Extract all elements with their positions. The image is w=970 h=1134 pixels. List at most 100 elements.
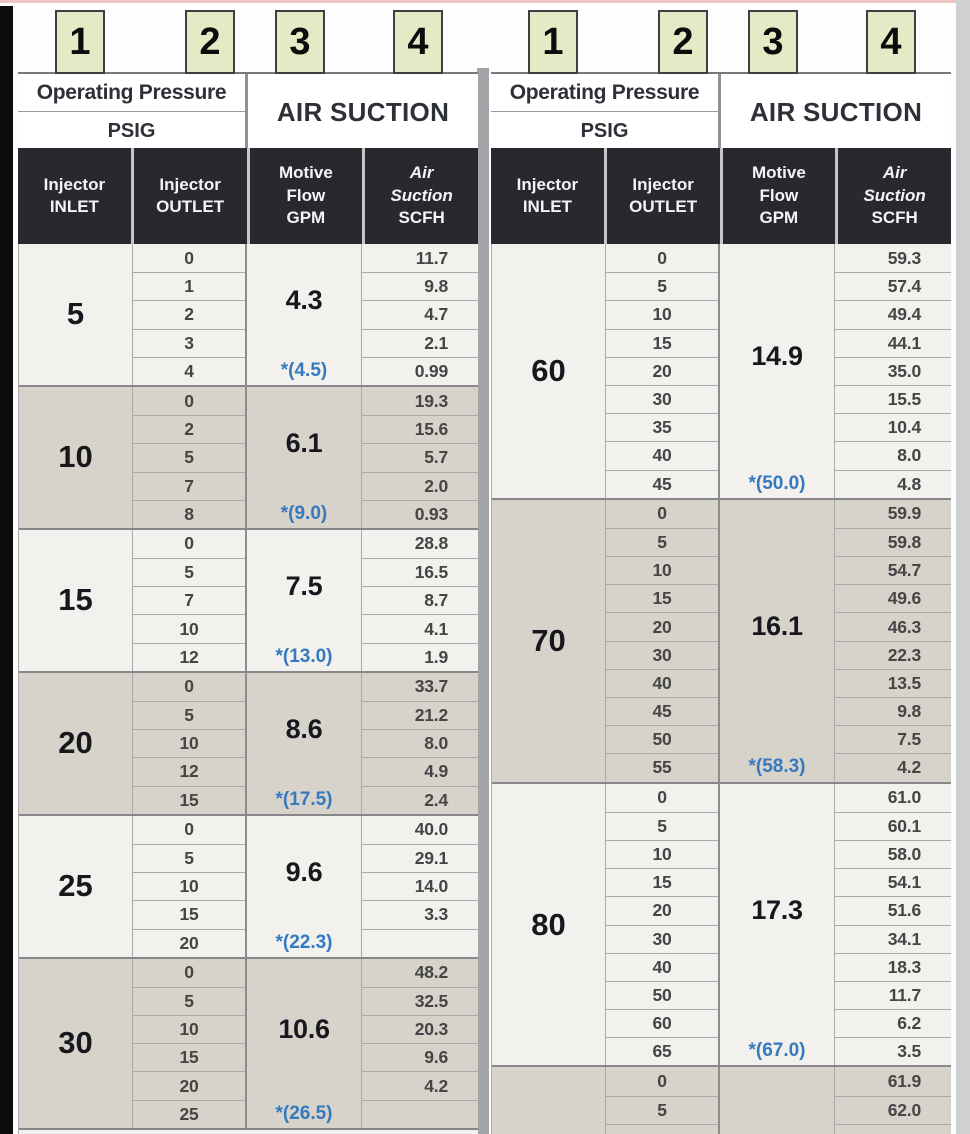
header-line: OUTLET [156, 197, 225, 216]
air-suction-column: 59.3 57.4 49.4 44.1 35.0 15.5 10.4 8.0 4.8 [835, 244, 951, 498]
scfh-cell: 2.4 [362, 785, 478, 814]
air-suction-label: AIR SUCTION [245, 74, 478, 150]
scfh-cell: 60.1 [835, 811, 951, 840]
scfh-cell: 11.7 [415, 247, 448, 268]
pressure-group-20: 20 0 5 10 12 15 8.6 *(17.5) 33.7 21.2 8.0 4.9 2.4 [19, 670, 478, 814]
max-motive-flow-value: *(13.0) [275, 645, 333, 667]
scfh-cell: 14.0 [362, 872, 478, 900]
air-suction-label: AIR SUCTION [718, 74, 951, 150]
scfh-cell: 4.2 [362, 1071, 478, 1099]
outlet-cell: 50 [606, 980, 718, 1009]
scfh-cell: 4.9 [362, 757, 478, 785]
injector-outlet-header: Injector OUTLET [133, 148, 247, 244]
max-motive-flow-value: *(26.5) [275, 1102, 333, 1124]
header-line: Air [409, 163, 434, 183]
outlet-cell: 15 [606, 584, 718, 612]
scfh-cell: 54.1 [835, 868, 951, 896]
outlet-cell: 15 [606, 328, 718, 357]
outlet-cell: 0 [657, 247, 667, 268]
max-motive-flow-value: *(58.3) [748, 756, 806, 778]
table-body: 5 0 1 2 3 4 4.3 *(4.5) 11.7 9.8 4.7 2.1 0.99 10 0 2 5 7 8 6… [18, 244, 478, 1134]
outlet-cell: 0 [657, 787, 667, 808]
max-motive-flow-value: *(9.0) [280, 502, 328, 524]
scfh-cell: 61.0 [887, 787, 921, 808]
scfh-cell: 1.9 [362, 642, 478, 671]
air-suction-column: 59.9 59.8 54.7 49.6 46.3 22.3 13.5 9.8 7.5 4.2 [835, 500, 951, 782]
outlet-cell: 20 [606, 356, 718, 385]
outlet-cell: 10 [606, 556, 718, 584]
outlet-cell [606, 1123, 718, 1134]
header-line: Flow [759, 185, 799, 205]
air-suction-scfh-header: Air Suction SCFH [365, 148, 478, 244]
scfh-cell: 15.6 [362, 415, 478, 443]
air-suction-column: 11.7 9.8 4.7 2.1 0.99 [362, 244, 478, 385]
outlet-pressure-column: 0 5 10 15 20 30 40 50 60 65 [606, 783, 720, 1066]
scfh-cell: 59.9 [887, 503, 921, 524]
motive-flow-cell: 17.3 *(67.0) [720, 783, 835, 1066]
scfh-cell: 58.0 [835, 839, 951, 868]
scfh-cell: 0.99 [362, 356, 478, 385]
scfh-cell: 0.93 [362, 499, 478, 528]
outlet-cell: 10 [133, 729, 245, 757]
scfh-cell: 4.2 [835, 753, 951, 781]
air-suction-column: 28.8 16.5 8.7 4.1 1.9 [362, 530, 478, 671]
scfh-cell: 7.5 [835, 725, 951, 753]
outlet-cell: 0 [184, 962, 194, 983]
scfh-cell [835, 1123, 951, 1134]
scfh-cell: 61.9 [887, 1071, 921, 1092]
header-line: SCFH [398, 208, 445, 228]
inlet-pressure-value: 15 [19, 529, 133, 671]
outlet-cell: 0 [184, 533, 194, 554]
scfh-cell: 15.5 [835, 384, 951, 413]
header-line: OUTLET [629, 197, 698, 216]
max-motive-flow-value: *(50.0) [748, 472, 806, 494]
scfh-cell: 46.3 [835, 612, 951, 640]
scfh-cell: 33.7 [414, 676, 448, 697]
outlet-cell: 10 [606, 839, 718, 868]
air-suction-scfh-header: Air Suction SCFH [838, 148, 951, 244]
header-line: Air [882, 163, 907, 183]
scfh-cell: 6.2 [835, 1009, 951, 1037]
outlet-cell: 3 [133, 328, 245, 357]
scfh-cell: 29.1 [362, 843, 478, 872]
air-suction-column: 61.9 62.0 [835, 1067, 951, 1134]
outlet-cell: 4 [133, 356, 245, 385]
scfh-cell: 2.1 [362, 328, 478, 357]
outlet-cell: 65 [606, 1037, 718, 1065]
motive-flow-value: 6.1 [285, 427, 323, 458]
outlet-pressure-column: 0 5 7 10 12 [133, 529, 247, 671]
injector-table-right: 1 2 3 4 Operating Pressure PSIG AIR SUCTION Inj… [491, 0, 951, 1134]
motive-flow-cell [720, 1067, 835, 1134]
motive-flow-header: Motive Flow GPM [249, 148, 363, 244]
scfh-cell: 32.5 [362, 986, 478, 1015]
scfh-cell: 44.1 [835, 328, 951, 357]
header-line: Suction [390, 185, 453, 205]
scfh-cell: 9.8 [362, 272, 478, 300]
column-badge-4: 4 [866, 10, 916, 74]
page-top-edge [0, 0, 970, 3]
outlet-cell: 5 [606, 272, 718, 300]
outlet-cell: 15 [606, 868, 718, 896]
column-badge-3: 3 [748, 10, 798, 74]
injector-inlet-header: Injector INLET [18, 148, 131, 244]
pressure-group-70: 70 0 5 10 15 20 30 40 45 50 55 16.1 *(58.3) 59.9 59.8 5… [492, 497, 951, 782]
outlet-pressure-column: 0 5 10 15 20 30 35 40 45 [606, 244, 720, 498]
motive-flow-value: 8.6 [285, 713, 323, 744]
scfh-cell: 20.3 [362, 1015, 478, 1043]
operating-pressure-header: Operating Pressure PSIG [491, 74, 718, 150]
outlet-cell: 12 [133, 642, 245, 671]
outlet-cell: 5 [606, 811, 718, 840]
outlet-cell: 40 [606, 441, 718, 469]
motive-flow-cell: 8.6 *(17.5) [247, 672, 362, 814]
outlet-cell: 5 [133, 986, 245, 1015]
scfh-cell: 8.7 [362, 586, 478, 614]
header-line: INLET [522, 197, 572, 216]
outlet-cell: 15 [133, 900, 245, 928]
outlet-cell: 2 [133, 300, 245, 328]
scfh-cell: 49.6 [835, 584, 951, 612]
motive-flow-value: 9.6 [285, 856, 323, 887]
outlet-cell: 50 [606, 725, 718, 753]
